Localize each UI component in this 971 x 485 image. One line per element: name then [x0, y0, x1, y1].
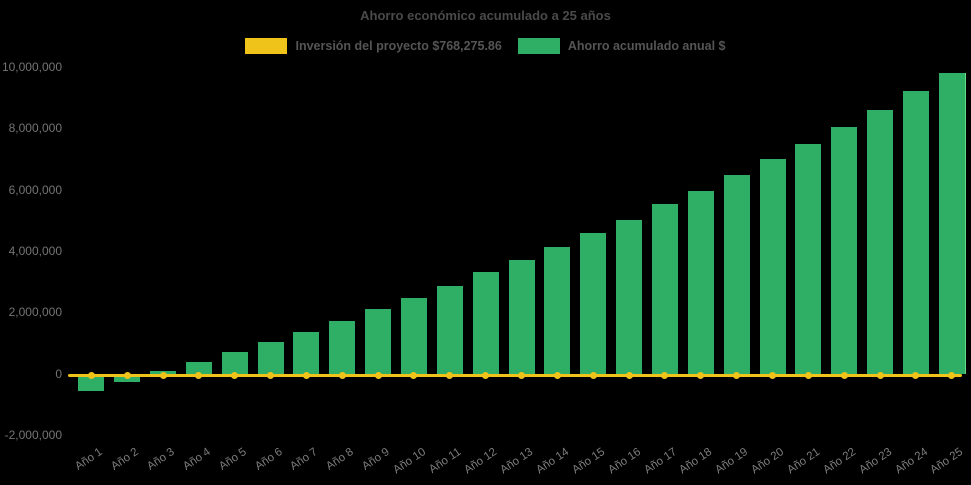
savings-bar — [580, 232, 607, 374]
savings-bar — [221, 352, 248, 374]
investment-line-marker — [840, 372, 848, 380]
investment-line-marker — [195, 372, 203, 380]
x-axis-tick-label: Año 17 — [641, 446, 679, 477]
x-axis-tick-label: Año 8 — [324, 446, 356, 473]
investment-line-marker — [553, 372, 561, 380]
savings-bar — [78, 373, 105, 392]
savings-bar — [436, 286, 463, 374]
investment-line-marker — [159, 372, 167, 380]
investment-line-marker — [948, 372, 956, 380]
investment-line-marker — [482, 372, 490, 380]
investment-line-marker — [589, 372, 597, 380]
savings-bar — [365, 309, 392, 374]
y-axis-tick-label: 4,000,000 — [8, 244, 62, 258]
x-axis-tick-label: Año 1 — [73, 446, 106, 473]
investment-line — [68, 374, 962, 378]
x-axis-tick-label: Año 10 — [390, 446, 428, 477]
y-axis-tick-label: -2,000,000 — [4, 428, 62, 442]
savings-bar — [795, 144, 822, 374]
savings-bar — [902, 91, 929, 374]
investment-legend-label: Inversión del proyecto $768,275.86 — [295, 39, 502, 53]
y-axis-tick-label: 10,000,000 — [1, 60, 62, 74]
investment-line-marker — [410, 372, 418, 380]
investment-line-marker — [661, 372, 669, 380]
x-axis-tick-label: Año 5 — [216, 446, 249, 473]
y-axis-tick-label: 8,000,000 — [8, 121, 62, 136]
legend-item-investment[interactable]: Inversión del proyecto $768,275.86 — [245, 38, 502, 54]
savings-bar — [867, 109, 894, 374]
x-axis-tick-label: Año 12 — [462, 446, 500, 477]
legend-item-savings[interactable]: Ahorro acumulado anual $ — [517, 38, 726, 54]
x-axis-tick-label: Año 24 — [892, 446, 930, 477]
savings-bar — [400, 297, 427, 374]
legend: Inversión del proyecto $768,275.86 Ahorr… — [0, 38, 971, 54]
savings-bar — [185, 362, 212, 374]
investment-line-marker — [625, 372, 633, 380]
investment-line-marker — [804, 372, 812, 380]
investment-legend-swatch — [245, 38, 288, 54]
x-axis-tick-label: Año 20 — [749, 446, 787, 477]
savings-bar — [723, 174, 750, 374]
y-axis-tick-label: 6,000,000 — [8, 182, 62, 197]
investment-line-marker — [231, 372, 239, 380]
savings-legend-label: Ahorro acumulado anual $ — [567, 39, 726, 53]
savings-bar — [687, 190, 714, 374]
savings-bar — [508, 259, 535, 374]
x-axis-tick-label: Año 7 — [288, 446, 321, 473]
x-axis-tick-label: Año 4 — [180, 446, 213, 473]
x-axis-tick-label: Año 14 — [534, 446, 572, 477]
investment-line-marker — [912, 372, 920, 380]
x-axis-tick-label: Año 23 — [856, 446, 894, 477]
x-axis-tick-label: Año 22 — [821, 446, 858, 477]
investment-line-marker — [302, 372, 310, 380]
savings-bar — [257, 342, 284, 374]
y-axis-tick-label: 0 — [55, 366, 62, 381]
savings-bar — [616, 220, 643, 374]
investment-line-marker — [697, 372, 705, 380]
investment-line-marker — [267, 372, 275, 380]
investment-line-marker — [518, 372, 526, 380]
savings-bar — [544, 247, 571, 374]
savings-bar — [938, 73, 966, 374]
chart-title: Ahorro económico acumulado a 25 años — [360, 8, 611, 23]
investment-line-marker — [374, 372, 382, 380]
investment-line-marker — [338, 372, 346, 380]
x-axis-tick-label: Año 16 — [605, 446, 643, 477]
investment-line-marker — [769, 372, 777, 380]
x-axis-tick-label: Año 25 — [928, 446, 966, 477]
x-axis-tick-label: Año 19 — [713, 446, 751, 477]
savings-bar — [329, 321, 356, 374]
x-axis-tick-label: Año 18 — [677, 446, 715, 477]
y-axis-tick-label: 2,000,000 — [8, 305, 62, 320]
x-axis-tick-label: Año 9 — [360, 446, 392, 473]
investment-line-marker — [123, 372, 131, 380]
x-axis-tick-label: Año 15 — [570, 446, 607, 477]
savings-legend-swatch — [517, 38, 560, 54]
x-axis-tick-label: Año 3 — [145, 446, 177, 473]
x-axis-tick-label: Año 2 — [109, 446, 141, 473]
x-axis-tick-label: Año 11 — [427, 446, 464, 476]
investment-line-marker — [876, 372, 884, 380]
savings-bar — [759, 159, 786, 374]
investment-line-marker — [87, 372, 95, 380]
x-axis-tick-label: Año 13 — [498, 446, 536, 477]
savings-bar — [651, 204, 678, 374]
x-axis-tick-label: Año 6 — [252, 446, 285, 473]
x-axis-tick-label: Año 21 — [785, 446, 823, 477]
investment-line-marker — [446, 372, 454, 380]
investment-line-marker — [733, 372, 741, 380]
savings-bar — [293, 331, 320, 374]
savings-bar — [472, 272, 499, 374]
savings-bar — [831, 126, 858, 374]
